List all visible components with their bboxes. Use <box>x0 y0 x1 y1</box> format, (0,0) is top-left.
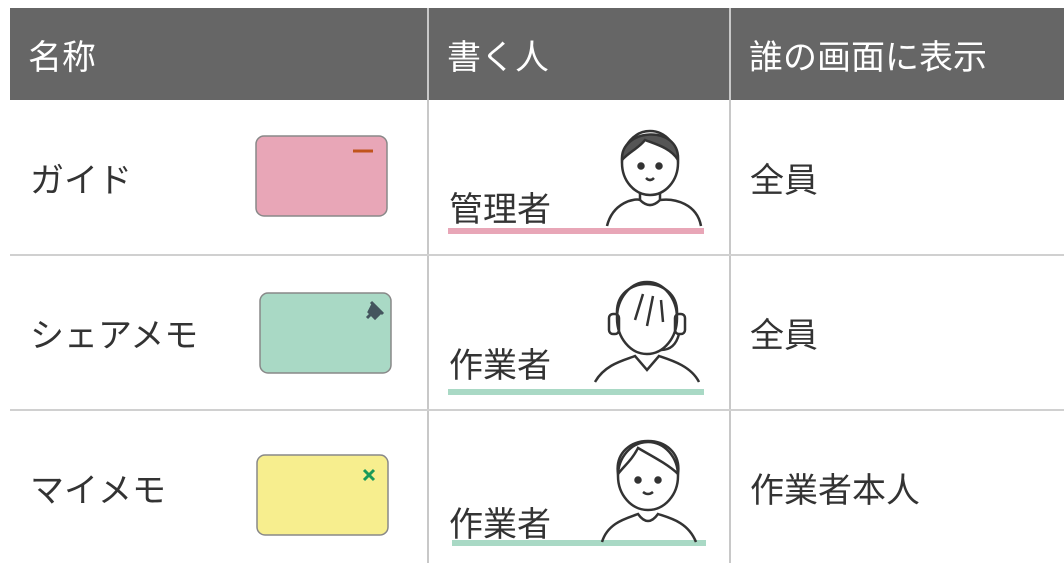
underline <box>452 540 706 546</box>
name-cell: シェアメモ <box>30 316 199 356</box>
worker-avatar <box>593 280 701 383</box>
guide-note-icon <box>255 135 388 217</box>
name-cell: ガイド <box>30 160 132 201</box>
display-cell: 作業者本人 <box>750 470 920 511</box>
writer-text: 作業者 <box>449 346 551 386</box>
admin-avatar <box>605 129 703 227</box>
underline <box>448 228 704 234</box>
row-divider <box>10 254 1064 256</box>
column-divider <box>729 8 731 563</box>
name-cell: マイメモ <box>30 470 166 511</box>
writer-text: 作業者 <box>449 505 551 545</box>
header-cell: 誰の画面に表示 <box>731 8 1064 100</box>
row-divider <box>10 409 1064 411</box>
writer-text: 管理者 <box>449 190 551 230</box>
worker-avatar <box>600 439 698 543</box>
display-cell: 全員 <box>750 160 818 201</box>
share-note-icon <box>259 292 392 374</box>
header-cell: 書く人 <box>429 8 729 100</box>
underline <box>448 389 704 395</box>
column-divider <box>427 8 429 563</box>
header-cell: 名称 <box>10 8 427 100</box>
my-note-icon <box>256 454 389 536</box>
display-cell: 全員 <box>750 316 818 356</box>
